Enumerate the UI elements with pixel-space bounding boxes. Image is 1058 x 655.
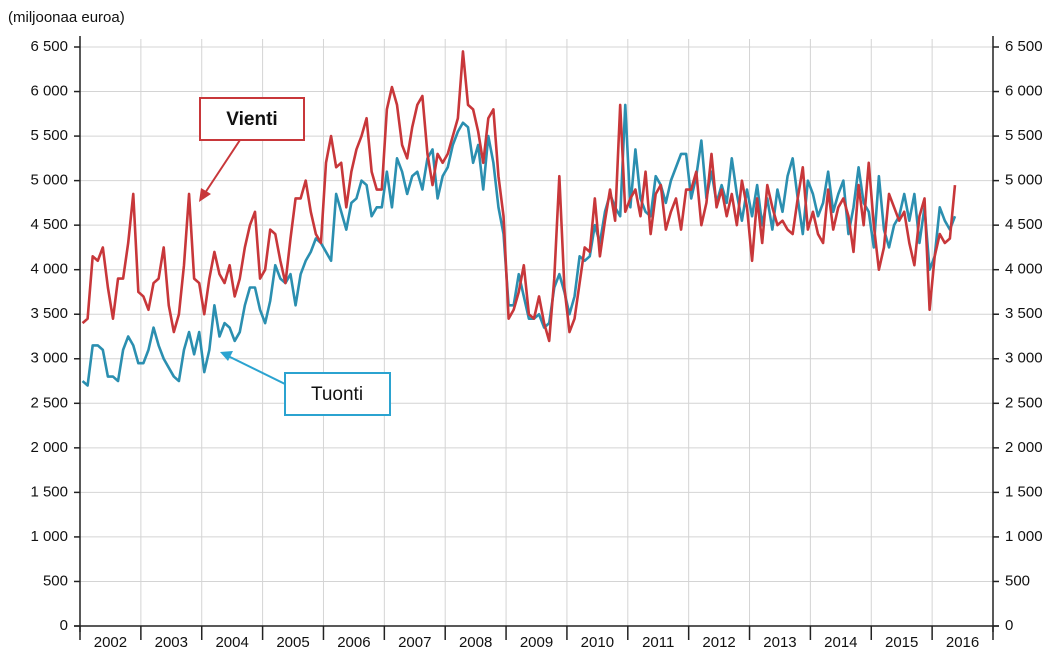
y-tick-label: 6 500 — [30, 38, 68, 55]
x-tick-label: 2014 — [824, 634, 857, 651]
callout-label: Vienti — [226, 109, 277, 130]
y2-tick-label: 2 000 — [1005, 439, 1043, 456]
y2-tick-label: 2 500 — [1005, 394, 1043, 411]
y-tick-label: 6 000 — [30, 83, 68, 100]
y2-tick-label: 0 — [1005, 617, 1013, 634]
callout-label: Tuonti — [311, 384, 363, 405]
arrow-head — [199, 188, 211, 202]
y2-tick-label: 5 000 — [1005, 172, 1043, 189]
y-tick-label: 5 000 — [30, 172, 68, 189]
y2-tick-label: 4 000 — [1005, 261, 1043, 278]
x-tick-label: 2008 — [459, 634, 492, 651]
y2-tick-label: 3 500 — [1005, 305, 1043, 322]
arrow-head — [220, 351, 233, 361]
callout-box — [199, 97, 305, 141]
y2-tick-label: 3 000 — [1005, 350, 1043, 367]
y2-tick-label: 1 000 — [1005, 528, 1043, 545]
y-tick-label: 3 000 — [30, 350, 68, 367]
x-tick-label: 2004 — [215, 634, 248, 651]
y-tick-label: 4 500 — [30, 216, 68, 233]
series-line — [81, 50, 957, 343]
x-tick-label: 2013 — [763, 634, 796, 651]
y-tick-label: 4 000 — [30, 261, 68, 278]
callout-arrow — [204, 139, 241, 194]
y-tick-label: 2 000 — [30, 439, 68, 456]
y-axis-title: (miljoonaa euroa) — [8, 9, 125, 26]
x-tick-label: 2012 — [702, 634, 735, 651]
x-tick-label: 2015 — [885, 634, 918, 651]
x-tick-label: 2003 — [155, 634, 188, 651]
y-tick-label: 5 500 — [30, 127, 68, 144]
y2-tick-label: 500 — [1005, 572, 1030, 589]
y-tick-label: 2 500 — [30, 394, 68, 411]
x-tick-label: 2010 — [581, 634, 614, 651]
x-tick-label: 2005 — [276, 634, 309, 651]
x-tick-label: 2006 — [337, 634, 370, 651]
x-tick-label: 2016 — [946, 634, 979, 651]
series-line — [81, 103, 957, 387]
y2-tick-label: 4 500 — [1005, 216, 1043, 233]
lines — [81, 50, 957, 387]
y2-tick-label: 6 500 — [1005, 38, 1043, 55]
y-tick-label: 1 000 — [30, 528, 68, 545]
y-tick-label: 1 500 — [30, 483, 68, 500]
callout-arrow — [227, 355, 286, 385]
y-tick-label: 3 500 — [30, 305, 68, 322]
callout-box — [284, 372, 391, 416]
vienti-callout: Vienti — [199, 97, 305, 202]
y2-tick-label: 1 500 — [1005, 483, 1043, 500]
y2-tick-label: 5 500 — [1005, 127, 1043, 144]
y-tick-label: 500 — [43, 572, 68, 589]
axes — [74, 36, 999, 640]
x-tick-label: 2011 — [642, 634, 674, 651]
tuonti-callout: Tuonti — [220, 351, 391, 416]
y-tick-label: 0 — [60, 617, 68, 634]
x-tick-label: 2002 — [94, 634, 127, 651]
x-tick-label: 2007 — [398, 634, 431, 651]
y2-tick-label: 6 000 — [1005, 83, 1043, 100]
x-tick-label: 2009 — [520, 634, 553, 651]
